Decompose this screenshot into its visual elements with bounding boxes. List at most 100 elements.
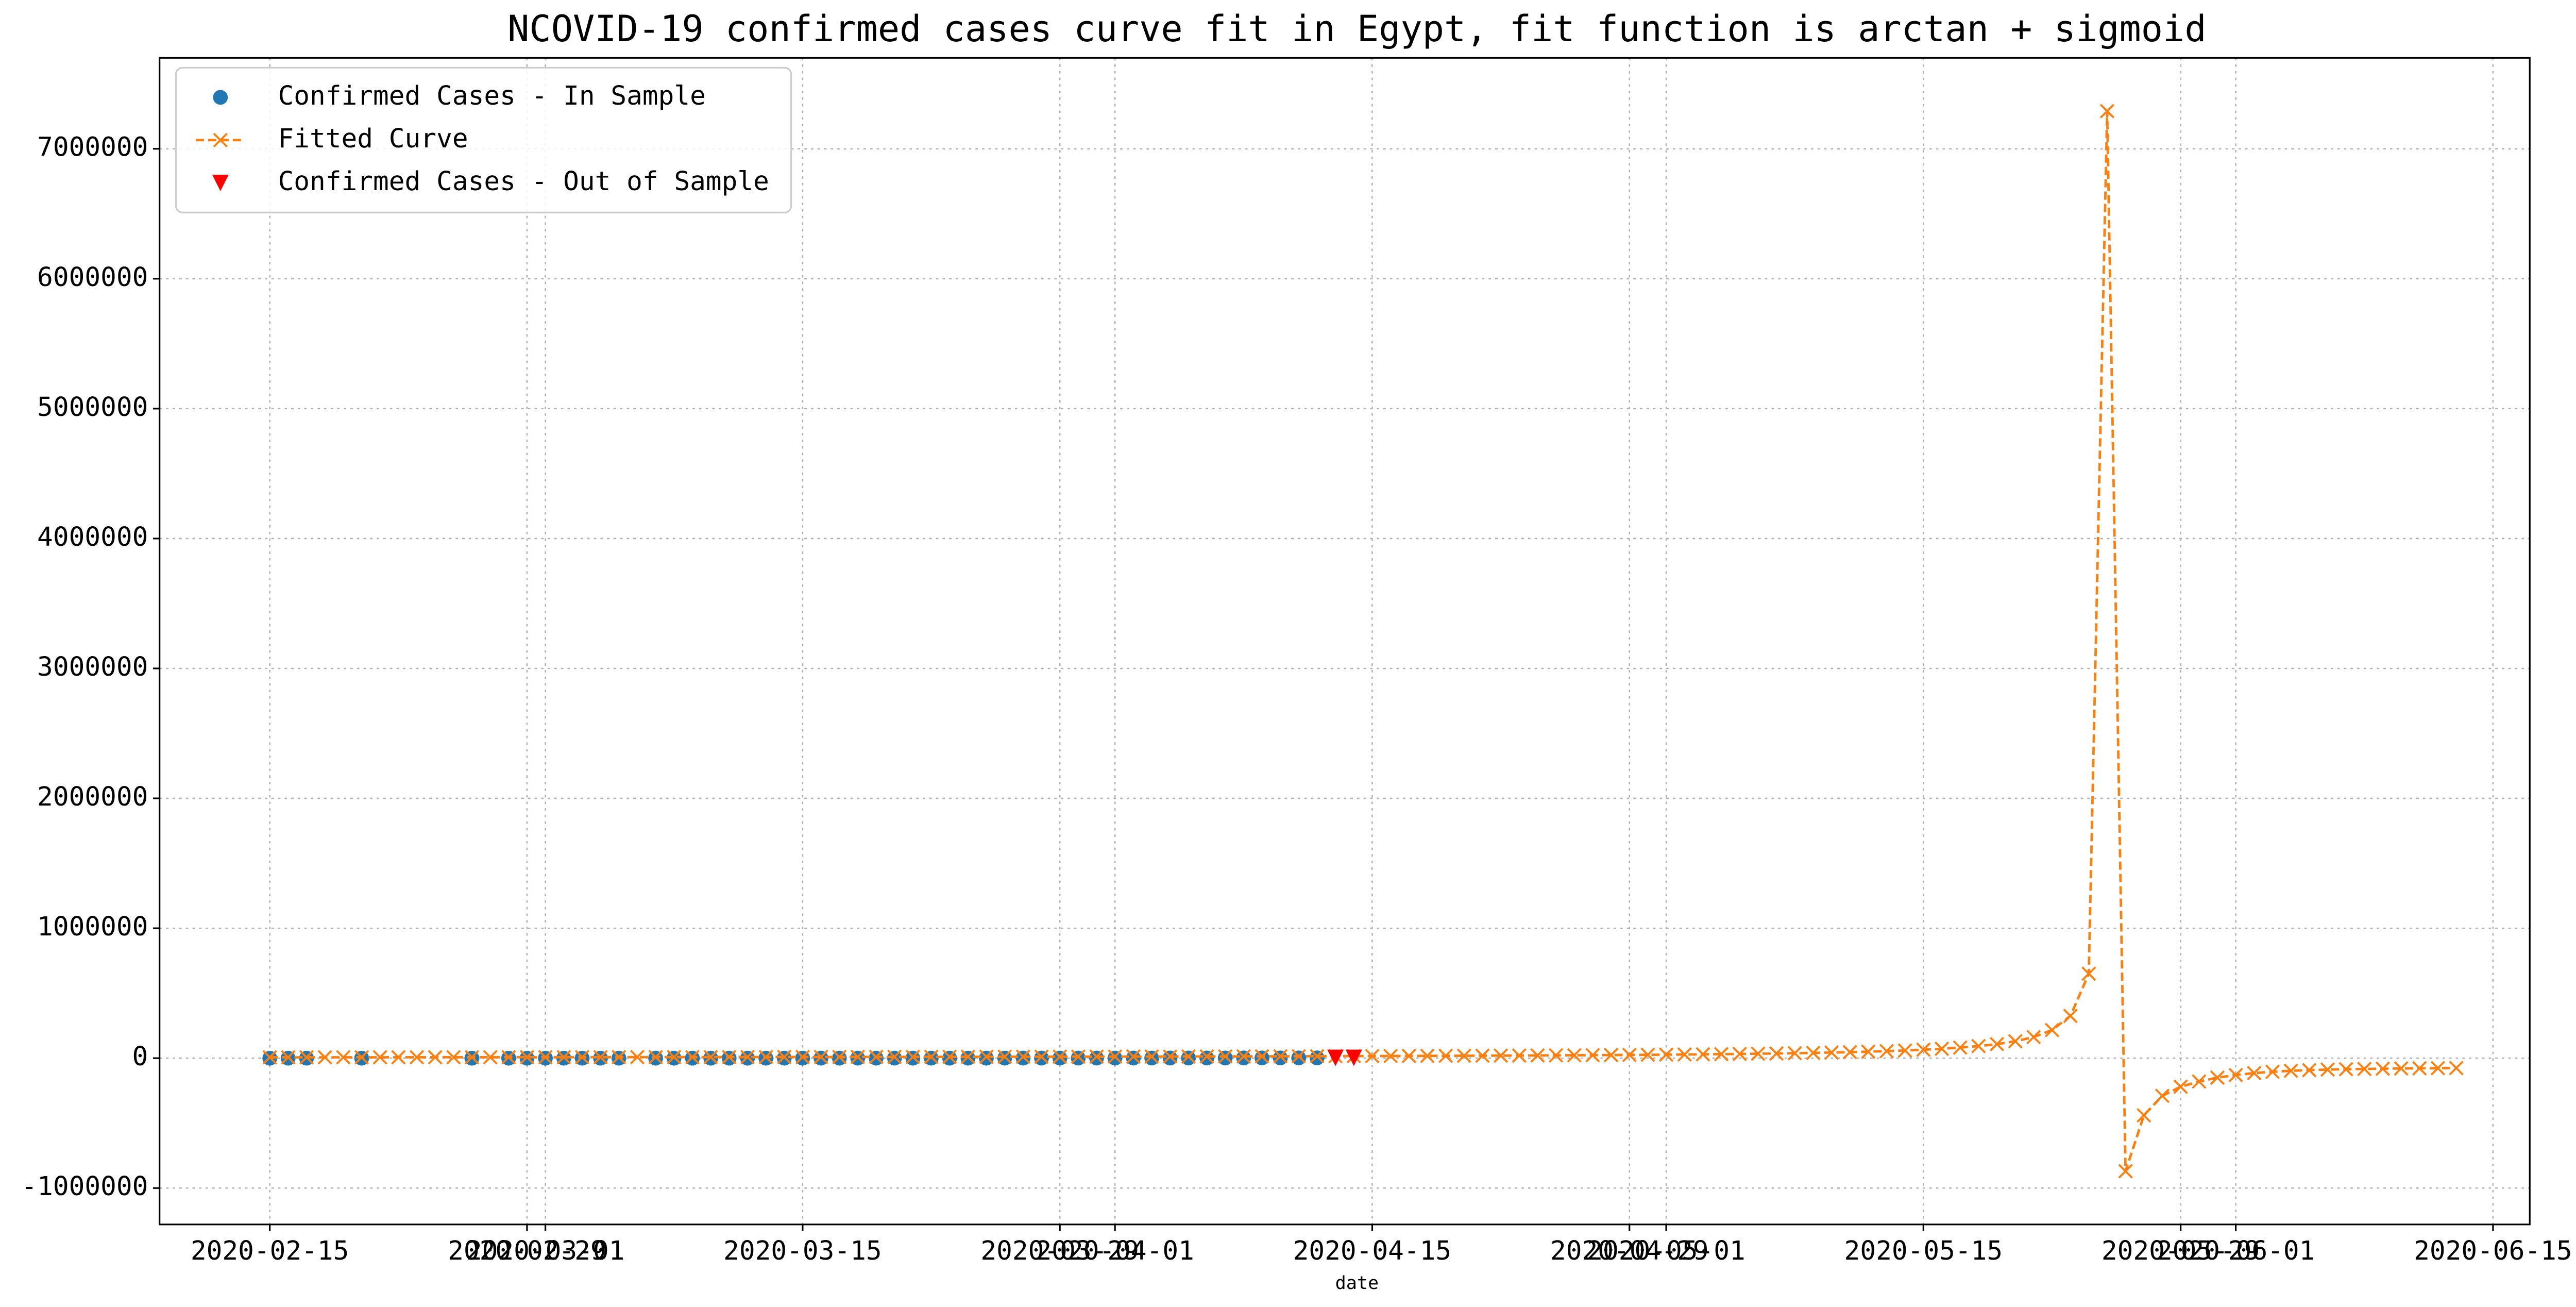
data-point <box>740 1049 755 1065</box>
data-point <box>2099 104 2115 119</box>
y-tick-label: 1000000 <box>37 912 148 942</box>
data-point <box>1401 1048 1416 1064</box>
data-point <box>2449 1061 2464 1076</box>
y-tick-label: -1000000 <box>21 1171 148 1202</box>
data-point <box>667 1049 682 1065</box>
data-point <box>2081 966 2096 981</box>
x-tick-label: 2020-02-15 <box>191 1236 349 1266</box>
data-point <box>1273 1050 1288 1066</box>
legend-label: Confirmed Cases - Out of Sample <box>278 166 769 197</box>
data-point <box>924 1049 939 1064</box>
plot-frame <box>159 57 2531 1226</box>
data-point <box>428 1050 443 1065</box>
data-point <box>758 1049 773 1065</box>
data-point <box>1567 1048 1582 1063</box>
data-point <box>1603 1047 1619 1063</box>
data-point <box>1696 1047 1710 1062</box>
data-point <box>1217 1050 1233 1066</box>
data-point <box>722 1049 737 1065</box>
legend-marker <box>212 174 229 191</box>
data-point <box>556 1050 571 1065</box>
legend-marker <box>213 132 228 148</box>
data-point <box>1181 1050 1196 1066</box>
x-tick-label: 2020-06-15 <box>2414 1236 2572 1266</box>
data-point <box>391 1050 406 1065</box>
data-point <box>887 1049 902 1064</box>
data-point <box>464 1050 480 1065</box>
data-point <box>538 1050 553 1065</box>
data-point <box>1071 1050 1086 1066</box>
data-point <box>2044 1023 2060 1037</box>
data-point <box>1108 1049 1123 1064</box>
data-point <box>1475 1048 1490 1063</box>
data-point <box>2247 1066 2262 1081</box>
data-point <box>960 1049 975 1064</box>
data-point <box>1327 1049 1344 1066</box>
data-point <box>2026 1030 2041 1045</box>
data-point <box>501 1050 516 1065</box>
data-point <box>1512 1048 1527 1063</box>
data-point <box>1089 1050 1104 1066</box>
data-point <box>1787 1046 1802 1061</box>
data-point <box>317 1050 332 1065</box>
data-point <box>1236 1049 1251 1064</box>
data-point <box>2210 1070 2225 1085</box>
x-tick-label: 2020-05-29 <box>2102 1236 2260 1266</box>
data-point <box>1089 1049 1104 1064</box>
y-tick-label: 0 <box>132 1042 148 1072</box>
y-tick-label: 4000000 <box>37 522 148 552</box>
data-point <box>574 1050 590 1065</box>
data-point <box>593 1050 608 1065</box>
data-point <box>1052 1050 1067 1066</box>
data-point <box>1255 1050 1269 1066</box>
scatter-series <box>1327 1049 1362 1066</box>
data-point <box>1456 1048 1471 1063</box>
data-point <box>354 1050 369 1065</box>
data-point <box>1934 1041 1950 1057</box>
data-point <box>1493 1048 1509 1063</box>
data-point <box>1622 1047 1637 1063</box>
data-point <box>1365 1048 1380 1064</box>
x-tick-label: 2020-04-01 <box>1036 1236 1194 1266</box>
data-point <box>685 1049 700 1065</box>
data-point <box>869 1049 884 1064</box>
x-tick-label: 2020-06-01 <box>2157 1236 2315 1266</box>
data-point <box>979 1049 994 1064</box>
data-point <box>1310 1050 1325 1066</box>
data-point <box>2283 1063 2298 1078</box>
data-point <box>1199 1050 1214 1066</box>
data-point <box>1769 1046 1784 1061</box>
data-point <box>1345 1049 1362 1066</box>
data-point <box>1989 1036 2005 1052</box>
y-tick-label: 5000000 <box>37 392 148 423</box>
x-tick-label: 2020-03-29 <box>980 1236 1139 1266</box>
data-point <box>1916 1042 1931 1057</box>
data-point <box>1824 1045 1839 1060</box>
data-point <box>1162 1050 1178 1066</box>
x-tick-label: 2020-04-29 <box>1550 1236 1709 1266</box>
data-point <box>1015 1049 1030 1064</box>
data-point <box>2173 1079 2188 1094</box>
data-point <box>777 1049 792 1065</box>
data-point <box>905 1049 920 1064</box>
data-point <box>2357 1061 2372 1077</box>
y-tick-label: 6000000 <box>37 262 148 293</box>
data-point <box>1971 1038 1986 1053</box>
data-point <box>1273 1049 1288 1064</box>
data-point <box>1310 1049 1325 1064</box>
legend-box <box>175 66 792 213</box>
data-point <box>2375 1061 2391 1076</box>
data-point <box>2394 1061 2409 1076</box>
data-point <box>2008 1034 2023 1049</box>
data-point <box>2155 1088 2170 1103</box>
x-tick-label: 2020-05-01 <box>1587 1236 1745 1266</box>
y-tick-label: 3000000 <box>37 652 148 682</box>
data-point <box>2430 1061 2446 1076</box>
data-point <box>630 1050 645 1065</box>
data-point <box>1897 1043 1912 1058</box>
data-point <box>1530 1048 1545 1063</box>
data-point <box>1640 1047 1655 1062</box>
data-point <box>1751 1046 1766 1061</box>
